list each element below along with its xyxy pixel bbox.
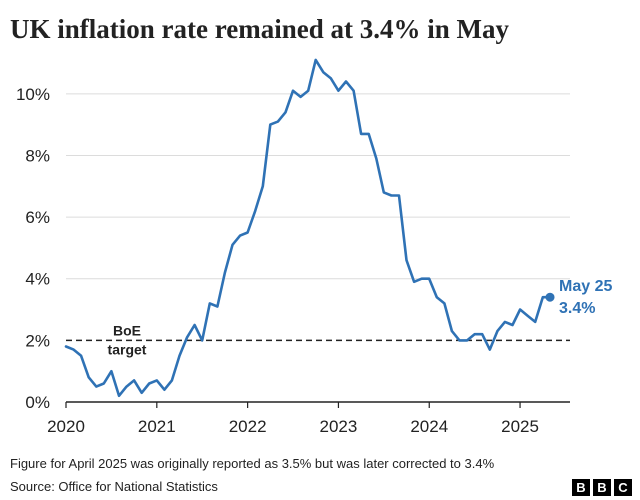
x-tick-label: 2021 — [138, 417, 176, 436]
boe-target-label: target — [108, 341, 147, 357]
series-line — [64, 58, 552, 398]
gridlines — [66, 93, 570, 280]
bbc-logo: B B C — [572, 479, 632, 496]
y-axis-tick-labels: 0% 2% 4% 6% 8% 10% — [16, 85, 50, 412]
chart-title: UK inflation rate remained at 3.4% in Ma… — [10, 14, 509, 44]
boe-target-label: BoE — [113, 322, 141, 338]
latest-value-marker — [545, 292, 555, 302]
x-tick-label: 2023 — [320, 417, 358, 436]
x-tick-label: 2025 — [501, 417, 539, 436]
x-axis: 2020 2021 2022 2023 2024 2025 — [47, 401, 570, 436]
series-layer — [64, 58, 552, 398]
line-chart: 0% 2% 4% 6% 8% 10% 2020 2021 2022 2023 2024 2025 B… — [16, 58, 612, 436]
bbc-logo-letter: B — [572, 479, 590, 496]
x-tick-label: 2020 — [47, 417, 85, 436]
chart-source: Source: Office for National Statistics — [10, 479, 218, 494]
y-tick-label: 8% — [25, 146, 50, 165]
y-tick-label: 2% — [25, 331, 50, 350]
y-tick-label: 0% — [25, 393, 50, 412]
bbc-logo-letter: C — [614, 479, 632, 496]
annotation-value: 3.4% — [559, 300, 595, 317]
x-tick-label: 2022 — [229, 417, 267, 436]
bbc-logo-letter: B — [593, 479, 611, 496]
annotation-label: May 25 — [559, 278, 612, 295]
x-tick-label: 2024 — [410, 417, 448, 436]
chart-footnote: Figure for April 2025 was originally rep… — [10, 456, 495, 471]
y-tick-label: 4% — [25, 270, 50, 289]
y-tick-label: 6% — [25, 208, 50, 227]
y-tick-label: 10% — [16, 85, 50, 104]
latest-value-annotation: May 25 3.4% — [545, 278, 612, 317]
